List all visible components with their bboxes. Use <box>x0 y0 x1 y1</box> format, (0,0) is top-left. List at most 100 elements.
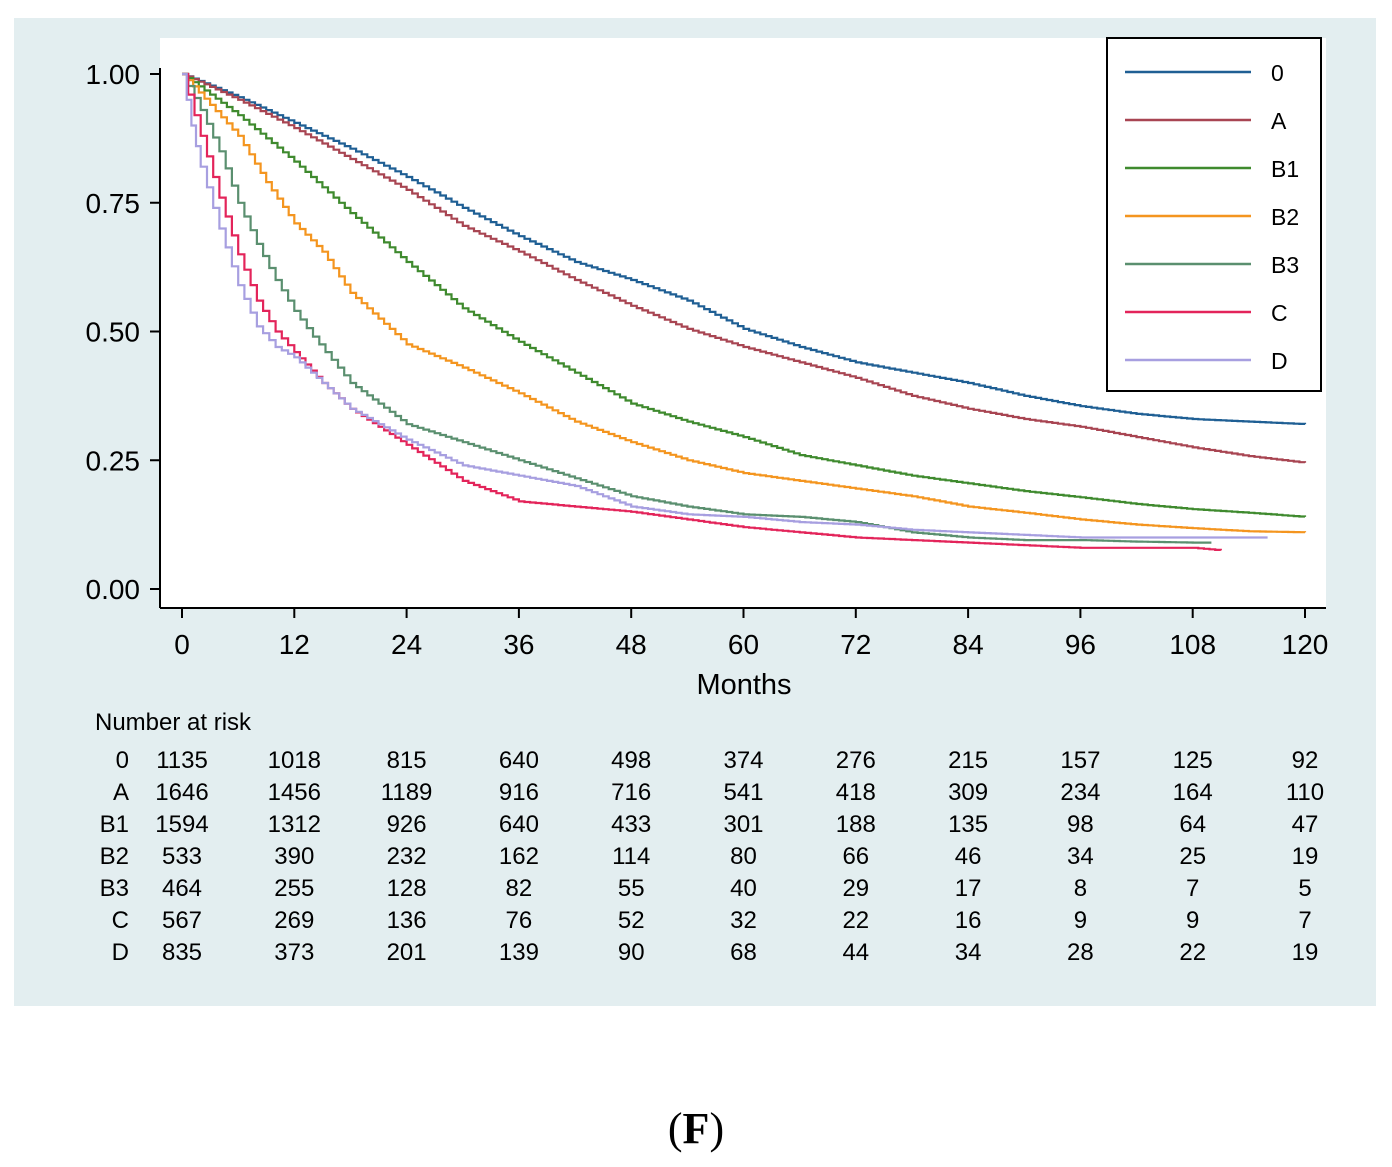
risk-cell: 309 <box>948 779 988 806</box>
risk-cell: 1189 <box>381 779 433 806</box>
risk-cell: 90 <box>618 939 645 966</box>
risk-cell: 1594 <box>155 811 208 838</box>
km-chart: 0.00 0.25 0.50 0.75 1.00 0 12 24 36 48 60 72 84 96 108… <box>86 37 1329 966</box>
risk-row-label: B1 <box>100 811 129 838</box>
risk-cell: 232 <box>387 843 427 870</box>
x-tick-label: 96 <box>1065 629 1096 660</box>
risk-cell: 541 <box>723 779 763 806</box>
survival-curves <box>182 72 1307 551</box>
risk-cell: 374 <box>723 747 763 774</box>
risk-cell: 28 <box>1067 939 1094 966</box>
risk-cell: 164 <box>1173 779 1213 806</box>
risk-cell: 433 <box>611 811 651 838</box>
risk-cell: 25 <box>1179 843 1206 870</box>
x-axis-title: Months <box>696 669 791 701</box>
risk-cell: 815 <box>387 747 427 774</box>
risk-cell: 19 <box>1292 843 1319 870</box>
x-tick-label: 0 <box>174 629 190 660</box>
x-tick-label: 120 <box>1282 629 1329 660</box>
risk-cell: 22 <box>1179 939 1206 966</box>
risk-cell: 255 <box>274 875 314 902</box>
legend-label-b2: B2 <box>1271 204 1299 230</box>
risk-cell: 17 <box>955 875 982 902</box>
risk-cell: 1018 <box>268 747 321 774</box>
x-tick-label: 60 <box>728 629 759 660</box>
series-a-curve <box>182 72 1307 464</box>
risk-cell: 139 <box>499 939 539 966</box>
series-b2-curve <box>182 72 1307 534</box>
y-tick-label: 0.75 <box>86 188 141 219</box>
risk-cell: 40 <box>730 875 757 902</box>
x-tick-label: 72 <box>840 629 871 660</box>
risk-cell: 136 <box>387 907 427 934</box>
risk-cell: 640 <box>499 747 539 774</box>
risk-cell: 19 <box>1292 939 1319 966</box>
panel-label-open: ( <box>667 1104 683 1153</box>
series-b3-curve <box>182 72 1212 544</box>
x-tick-label: 48 <box>616 629 647 660</box>
risk-cell: 1312 <box>268 811 321 838</box>
legend-label-b1: B1 <box>1271 156 1299 182</box>
risk-cell: 533 <box>162 843 202 870</box>
risk-cell: 29 <box>842 875 869 902</box>
risk-cell: 567 <box>162 907 202 934</box>
legend-label-0: 0 <box>1271 60 1284 86</box>
risk-cell: 916 <box>499 779 539 806</box>
y-tick-label: 0.50 <box>86 317 141 348</box>
risk-cell: 114 <box>612 843 650 870</box>
risk-cell: 32 <box>730 907 757 934</box>
risk-cell: 22 <box>842 907 869 934</box>
x-tick-label: 12 <box>279 629 310 660</box>
figure-panel: 0.00 0.25 0.50 0.75 1.00 0 12 24 36 48 60 72 84 96 108… <box>14 18 1376 1006</box>
series-0-curve <box>182 72 1307 425</box>
risk-cell: 66 <box>842 843 869 870</box>
risk-cell: 276 <box>836 747 876 774</box>
risk-cell: 5 <box>1298 875 1311 902</box>
axes: 0.00 0.25 0.50 0.75 1.00 0 12 24 36 48 60 72 84 96 108… <box>86 59 1329 660</box>
risk-cell: 9 <box>1074 907 1087 934</box>
risk-cell: 157 <box>1060 747 1100 774</box>
panel-label-letter: F <box>682 1104 710 1153</box>
x-tick-label: 108 <box>1169 629 1216 660</box>
y-tick-label: 0.25 <box>86 445 141 476</box>
risk-cell: 926 <box>387 811 427 838</box>
x-tick-label: 36 <box>503 629 534 660</box>
risk-cell: 1135 <box>156 747 208 774</box>
risk-cell: 418 <box>836 779 876 806</box>
risk-cell: 44 <box>842 939 869 966</box>
risk-cell: 464 <box>162 875 202 902</box>
legend-label-c: C <box>1271 300 1288 326</box>
risk-row-label: A <box>113 779 129 806</box>
risk-cell: 9 <box>1186 907 1199 934</box>
risk-cell: 234 <box>1060 779 1100 806</box>
y-tick-label: 0.00 <box>86 574 141 605</box>
risk-cell: 269 <box>274 907 314 934</box>
panel-label-close: ) <box>709 1104 725 1153</box>
risk-cell: 716 <box>611 779 651 806</box>
risk-cell: 47 <box>1292 811 1319 838</box>
risk-row-label: C <box>112 907 129 934</box>
risk-cell: 68 <box>730 939 757 966</box>
legend-label-a: A <box>1271 108 1287 134</box>
risk-cell: 188 <box>836 811 876 838</box>
risk-cell: 110 <box>1286 779 1324 806</box>
risk-cell: 64 <box>1179 811 1206 838</box>
risk-cell: 80 <box>730 843 757 870</box>
risk-cell: 7 <box>1186 875 1199 902</box>
risk-cell: 128 <box>387 875 427 902</box>
x-tick-label: 84 <box>953 629 984 660</box>
y-tick-label: 1.00 <box>86 59 141 90</box>
risk-cell: 390 <box>274 843 314 870</box>
risk-cell: 76 <box>506 907 533 934</box>
risk-cell: 301 <box>723 811 763 838</box>
risk-cell: 52 <box>618 907 645 934</box>
risk-cell: 8 <box>1074 875 1087 902</box>
risk-cell: 498 <box>611 747 651 774</box>
risk-row-label: B3 <box>100 875 129 902</box>
risk-row-label: B2 <box>100 843 129 870</box>
risk-cell: 162 <box>499 843 539 870</box>
legend: 0 A B1 B2 B3 CD <box>1106 37 1322 392</box>
risk-row-label: D <box>112 939 129 966</box>
series-d-curve <box>182 72 1268 539</box>
risk-cell: 215 <box>948 747 988 774</box>
